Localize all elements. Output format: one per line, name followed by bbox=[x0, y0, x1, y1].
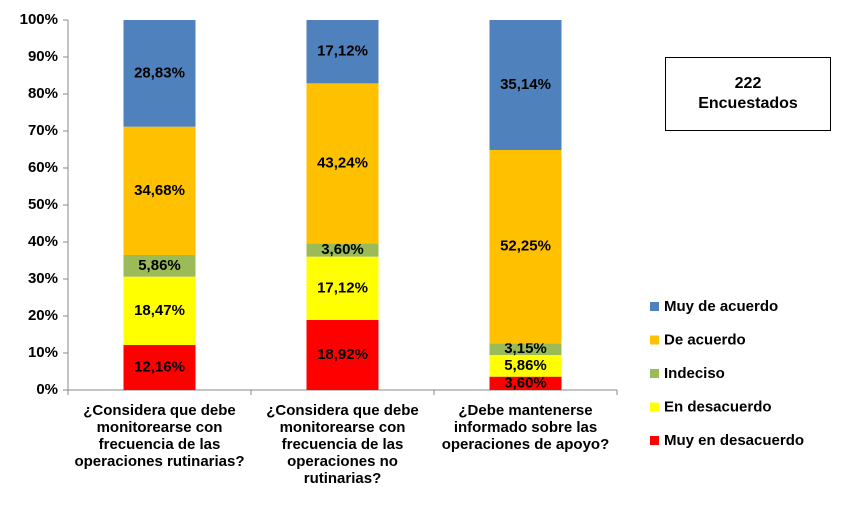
data-label: 28,83% bbox=[134, 64, 185, 81]
bar-segment bbox=[489, 354, 562, 377]
bar-segment bbox=[123, 254, 196, 277]
x-tick-label: ¿Considera que debe monitorearse con fre… bbox=[266, 402, 419, 487]
legend-swatch bbox=[650, 335, 659, 345]
bar-segment bbox=[123, 345, 196, 390]
data-label: 17,12% bbox=[317, 43, 368, 60]
data-label: 52,25% bbox=[500, 238, 551, 255]
y-tick-label: 30% bbox=[28, 270, 58, 287]
legend-label: Muy de acuerdo bbox=[664, 298, 778, 315]
y-tick-label: 20% bbox=[28, 307, 58, 324]
data-label: 5,86% bbox=[504, 357, 547, 374]
bar-segment bbox=[123, 126, 196, 255]
y-tick-label: 50% bbox=[28, 196, 58, 213]
bar-segment bbox=[489, 343, 562, 355]
y-tick-label: 80% bbox=[28, 85, 58, 102]
x-tick-label: ¿Considera que debe monitorearse con fre… bbox=[74, 402, 245, 470]
data-label: 18,92% bbox=[317, 346, 368, 363]
data-label: 43,24% bbox=[317, 154, 368, 171]
data-label: 18,47% bbox=[134, 302, 185, 319]
legend-label: En desacuerdo bbox=[664, 398, 772, 415]
bar-segment bbox=[489, 20, 562, 151]
y-tick-label: 100% bbox=[20, 11, 58, 28]
data-label: 34,68% bbox=[134, 182, 185, 199]
legend-swatch bbox=[650, 436, 659, 445]
data-label: 17,12% bbox=[317, 279, 368, 296]
legend-swatch bbox=[650, 302, 659, 311]
legend-label: Indeciso bbox=[664, 365, 725, 382]
legend-swatch bbox=[650, 402, 659, 412]
data-label: 3,60% bbox=[504, 374, 547, 391]
y-tick-label: 10% bbox=[28, 344, 58, 361]
legend-label: Muy en desacuerdo bbox=[664, 432, 804, 449]
data-label: 3,15% bbox=[504, 340, 547, 357]
bar-segment bbox=[306, 319, 379, 390]
legend-swatch bbox=[650, 369, 659, 378]
data-label: 35,14% bbox=[500, 76, 551, 93]
data-label: 3,60% bbox=[321, 241, 364, 258]
bar-segment bbox=[306, 83, 379, 244]
legend-label: De acuerdo bbox=[664, 331, 746, 348]
y-tick-label: 40% bbox=[28, 233, 58, 250]
bar-segment bbox=[489, 150, 562, 344]
x-tick-label: ¿Debe mantenerse informado sobre las ope… bbox=[441, 402, 610, 453]
bar-segment bbox=[306, 256, 379, 320]
annotation: 222 Encuestados bbox=[665, 57, 831, 131]
y-tick-label: 60% bbox=[28, 159, 58, 176]
y-tick-label: 90% bbox=[28, 48, 58, 65]
data-label: 12,16% bbox=[134, 358, 185, 375]
y-tick-label: 70% bbox=[28, 122, 58, 139]
data-label: 5,86% bbox=[138, 257, 181, 274]
bar-segment bbox=[306, 243, 379, 257]
y-tick-label: 0% bbox=[36, 381, 58, 398]
bar-segment bbox=[123, 276, 196, 346]
bar-segment bbox=[123, 20, 196, 127]
bar-segment bbox=[489, 376, 562, 390]
bar-segment bbox=[306, 20, 379, 84]
